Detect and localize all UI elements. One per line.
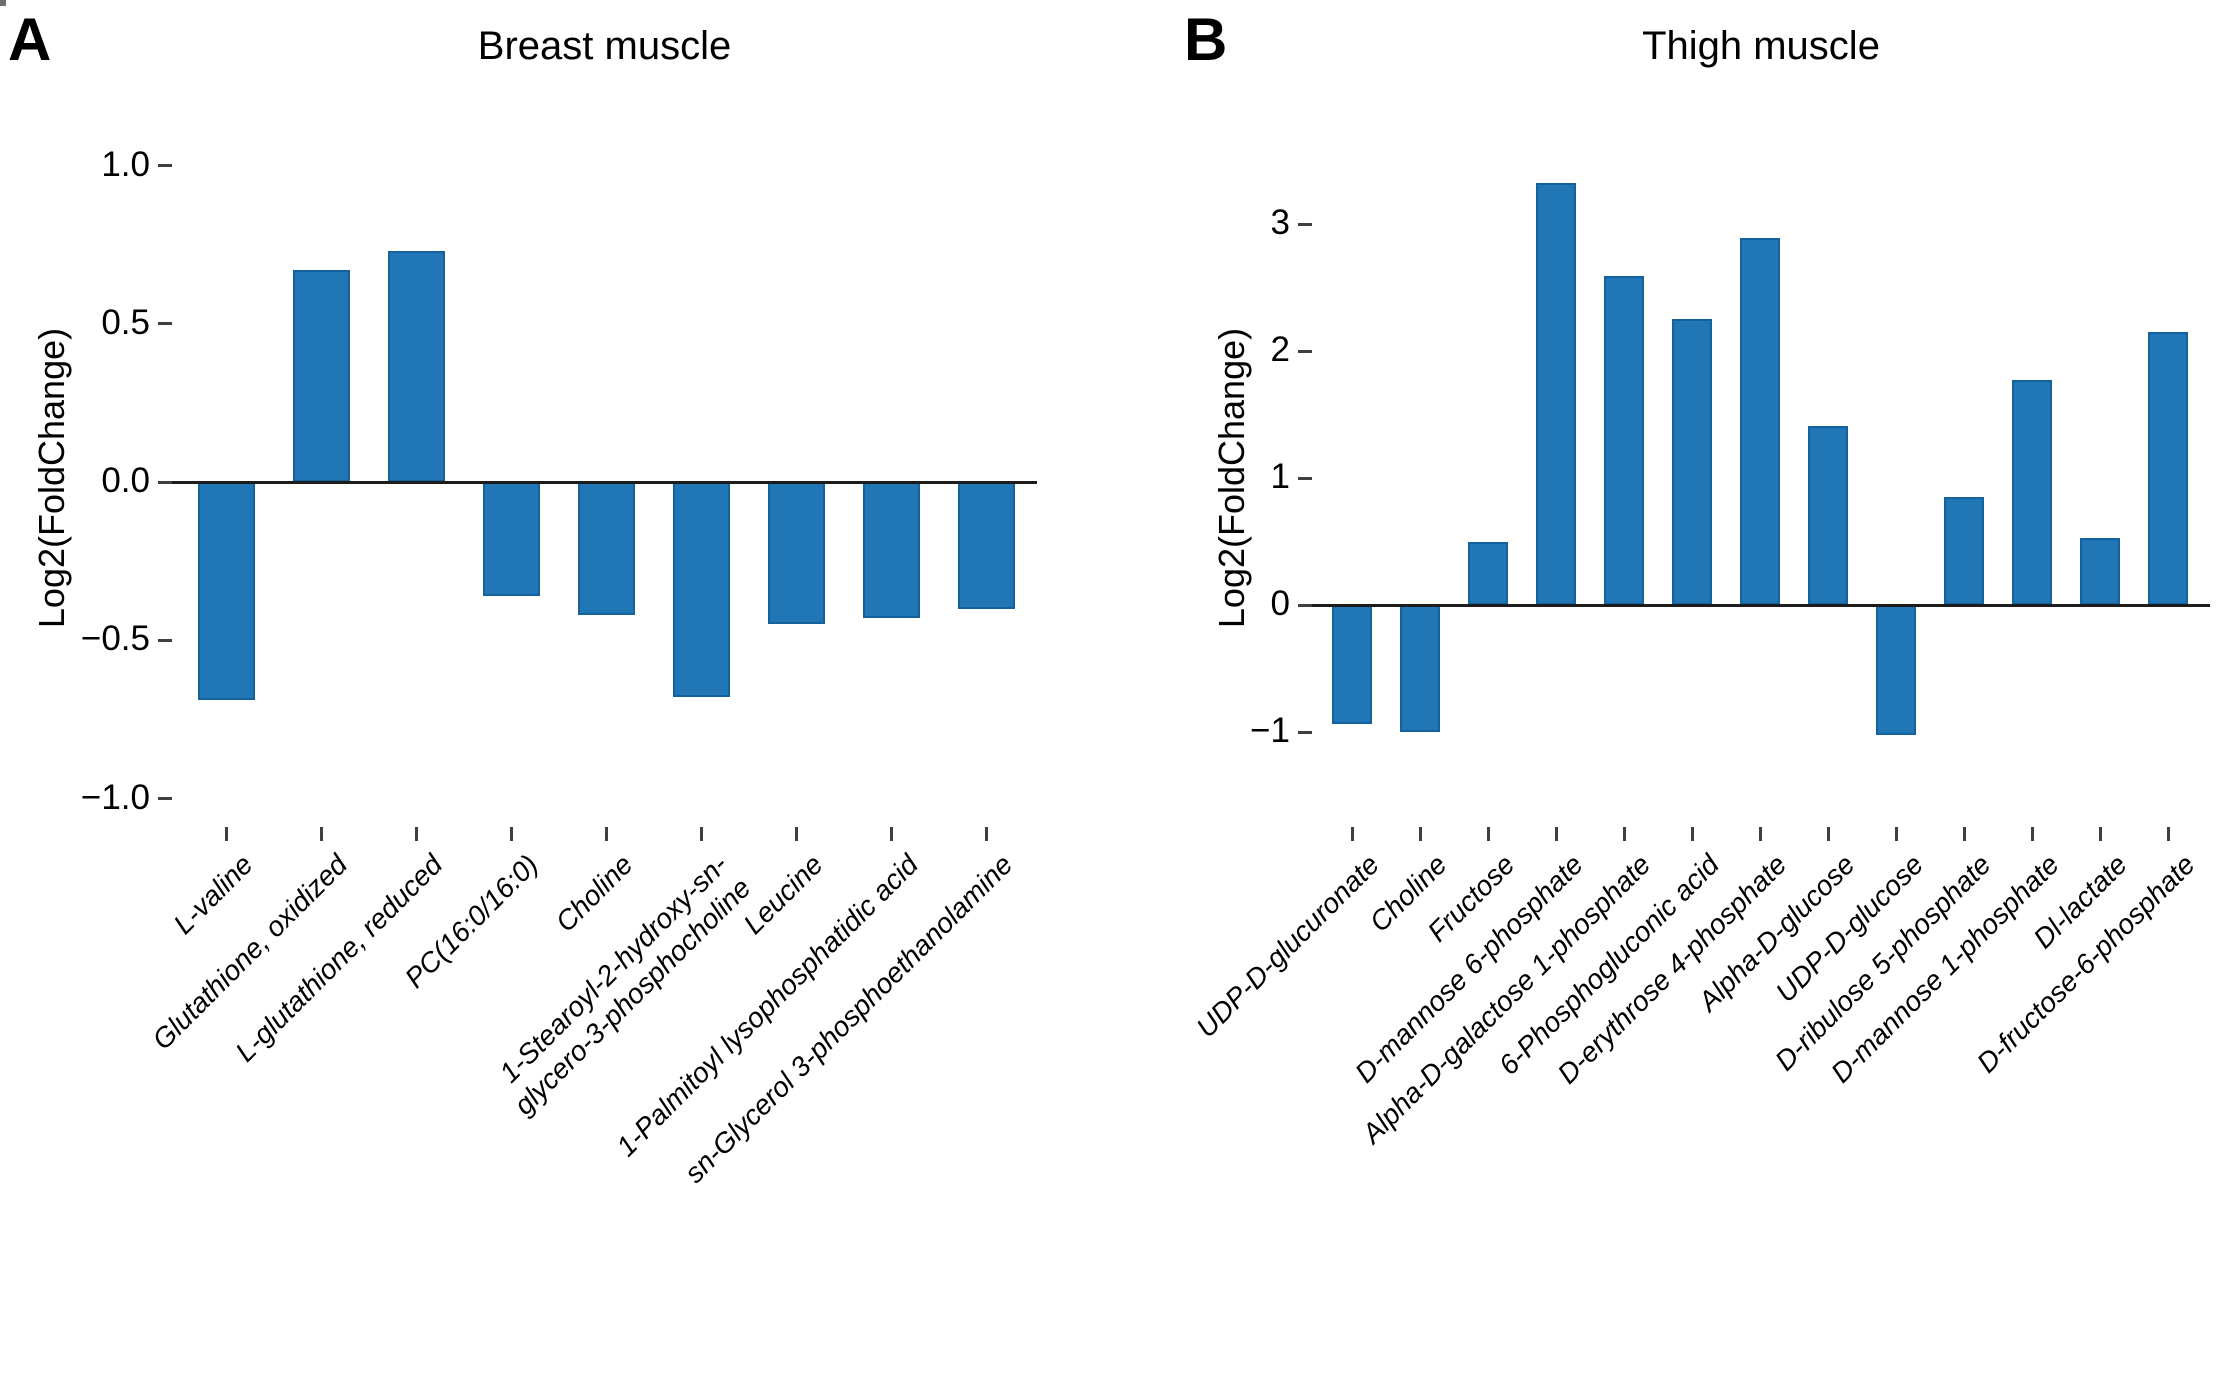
panel-b-bar-2 <box>1468 541 1508 605</box>
panel-a-bar-7 <box>862 482 920 619</box>
panel-a-ytick-label: −0.5 <box>80 619 150 659</box>
panel-a-ytick-label: −1.0 <box>80 777 150 817</box>
panel-b-ytick-mark <box>1298 476 1312 480</box>
panel-a-xtick-mark <box>984 827 988 841</box>
panel-b-ytick-label: 0 <box>1270 584 1290 623</box>
panel-a-bar-6 <box>767 482 825 625</box>
panel-a-bar-2 <box>387 250 445 482</box>
panel-a-bar-0 <box>197 482 255 701</box>
panel-b-ytick-mark <box>1298 349 1312 353</box>
panel-b-xtick-mark <box>1486 827 1490 841</box>
panel-b-xtick-mark <box>1690 827 1694 841</box>
panel-b-letter: B <box>1184 6 1228 73</box>
panel-a-bar-3 <box>482 482 540 596</box>
panel-b-xtick-mark <box>1418 827 1422 841</box>
panel-b-ytick-label: 3 <box>1270 203 1290 242</box>
panel-b-bar-9 <box>1944 497 1984 605</box>
panel-b-xtick-mark <box>2166 827 2170 841</box>
panel-b-plot-area <box>0 0 6 6</box>
panel-a-ytick-mark <box>158 797 172 800</box>
panel-a-xtick-mark <box>319 827 323 841</box>
panel-b-ytick-mark <box>1298 603 1312 607</box>
panel-a-category-label-4: Choline <box>549 848 639 938</box>
panel-a-xtick-mark <box>414 827 418 841</box>
panel-a-xtick-mark <box>794 827 798 841</box>
panel-a-xtick-mark <box>889 827 893 841</box>
panel-b-xtick-mark <box>1962 827 1966 841</box>
panel-b-xtick-mark <box>2030 827 2034 841</box>
panel-b-bar-11 <box>2080 537 2120 605</box>
panel-b-title: Thigh muscle <box>1642 24 1880 68</box>
panel-b-ytick-mark <box>1298 730 1312 734</box>
panel-b-bar-12 <box>2148 331 2188 605</box>
panel-b-ytick-label: 1 <box>1270 457 1290 496</box>
panel-b-xtick-mark <box>1894 827 1898 841</box>
panel-a-zero-line <box>172 480 1037 484</box>
panel-a-xtick-mark <box>224 827 228 841</box>
panel-a-ytick-mark <box>158 638 172 642</box>
panel-b-xtick-mark <box>1622 827 1626 841</box>
panel-a-bar-4 <box>577 482 635 615</box>
panel-a-xtick-mark <box>509 827 513 841</box>
panel-a-ytick-mark <box>158 322 172 326</box>
panel-b-bar-0 <box>1332 605 1372 725</box>
panel-a-ytick-mark <box>158 480 172 484</box>
panel-b-xtick-mark <box>2098 827 2102 841</box>
panel-a-ytick-label: 0.0 <box>101 461 150 500</box>
panel-b-category-label-0: UDP-D-glucuronate <box>1189 848 1385 1044</box>
panel-a-bar-8 <box>957 482 1015 609</box>
panel-b-zero-line <box>1312 603 2210 607</box>
panel-b-bar-10 <box>2012 380 2052 605</box>
panel-b-ytick-mark <box>1298 222 1312 226</box>
panel-b-bar-7 <box>1808 425 1848 605</box>
panel-b-xtick-mark <box>1350 827 1354 841</box>
panel-b-bar-8 <box>1876 605 1916 735</box>
panel-a-ytick-label: 0.5 <box>101 302 150 342</box>
panel-a-category-label-0: L-valine <box>167 848 259 940</box>
panel-b-xtick-mark <box>1826 827 1830 841</box>
panel-a-title: Breast muscle <box>477 24 732 68</box>
panel-a-letter: A <box>8 6 52 73</box>
panel-a-ytick-mark <box>158 164 172 167</box>
panel-b-bar-3 <box>1536 183 1576 605</box>
panel-a-xtick-mark <box>604 827 608 841</box>
panel-b-bar-1 <box>1400 605 1440 732</box>
panel-b-ytick-label: −1 <box>1250 711 1290 750</box>
panel-a-bar-5 <box>672 482 730 698</box>
panel-a-xtick-mark <box>699 827 703 841</box>
panel-a-bar-1 <box>292 269 350 482</box>
panel-b-xtick-mark <box>1554 827 1558 841</box>
panel-a-ytick-label: 1.0 <box>101 144 150 184</box>
panel-b-bar-5 <box>1672 319 1712 605</box>
panel-b-bar-4 <box>1604 276 1644 605</box>
panel-b-xtick-mark <box>1758 827 1762 841</box>
panel-b-bar-6 <box>1740 237 1780 605</box>
panel-b-ytick-label: 2 <box>1270 330 1290 369</box>
